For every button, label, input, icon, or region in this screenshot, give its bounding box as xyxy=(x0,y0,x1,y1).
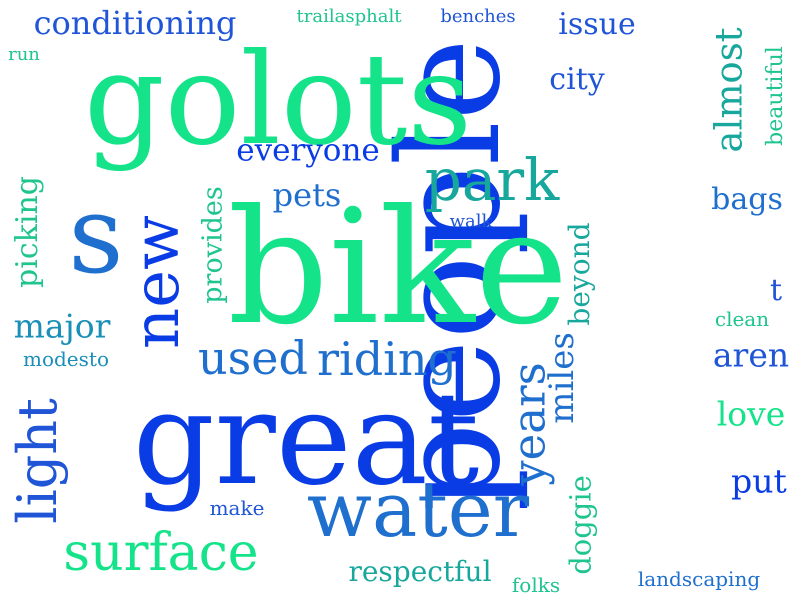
word-conditioning: conditioning xyxy=(33,4,237,42)
word-everyone: everyone xyxy=(236,132,380,169)
word-aren: aren xyxy=(712,335,790,375)
word-picking: picking xyxy=(10,176,45,288)
word-make: make xyxy=(209,496,265,520)
word-love: love xyxy=(716,394,786,434)
word-miles: miles xyxy=(542,332,582,424)
word-walk: walk xyxy=(449,211,493,232)
word-riding: riding xyxy=(317,332,457,386)
word-s: s xyxy=(68,173,124,298)
word-benches: benches xyxy=(440,6,516,27)
word-city: city xyxy=(549,62,605,97)
word-bike: bike xyxy=(227,176,569,360)
word-trailasphalt: trailasphalt xyxy=(296,6,402,27)
word-pets: pets xyxy=(272,176,342,214)
word-folks: folks xyxy=(511,573,561,597)
word-surface: surface xyxy=(63,523,259,583)
word-almost: almost xyxy=(707,27,751,153)
word-doggie: doggie xyxy=(563,475,598,575)
word-beyond: beyond xyxy=(563,222,596,326)
word-golots: golots xyxy=(84,26,472,173)
word-put: put xyxy=(731,461,787,501)
word-run: run xyxy=(8,44,40,65)
word-water: water xyxy=(306,465,530,554)
word-beautiful: beautiful xyxy=(763,46,788,146)
word-great: great xyxy=(132,365,480,514)
word-issue: issue xyxy=(558,7,636,42)
word-clean: clean xyxy=(714,307,770,331)
word-respectful: respectful xyxy=(348,555,492,588)
word-used: used xyxy=(198,331,308,385)
word-light: light xyxy=(6,398,69,524)
word-bags: bags xyxy=(711,182,783,217)
word-new: new xyxy=(120,215,194,349)
word-landscaping: landscaping xyxy=(637,567,761,591)
word-modesto: modesto xyxy=(23,347,109,371)
word-major: major xyxy=(13,306,111,346)
word-provides: provides xyxy=(197,186,229,304)
word-t: t xyxy=(769,273,783,308)
word-park: park xyxy=(424,146,560,214)
